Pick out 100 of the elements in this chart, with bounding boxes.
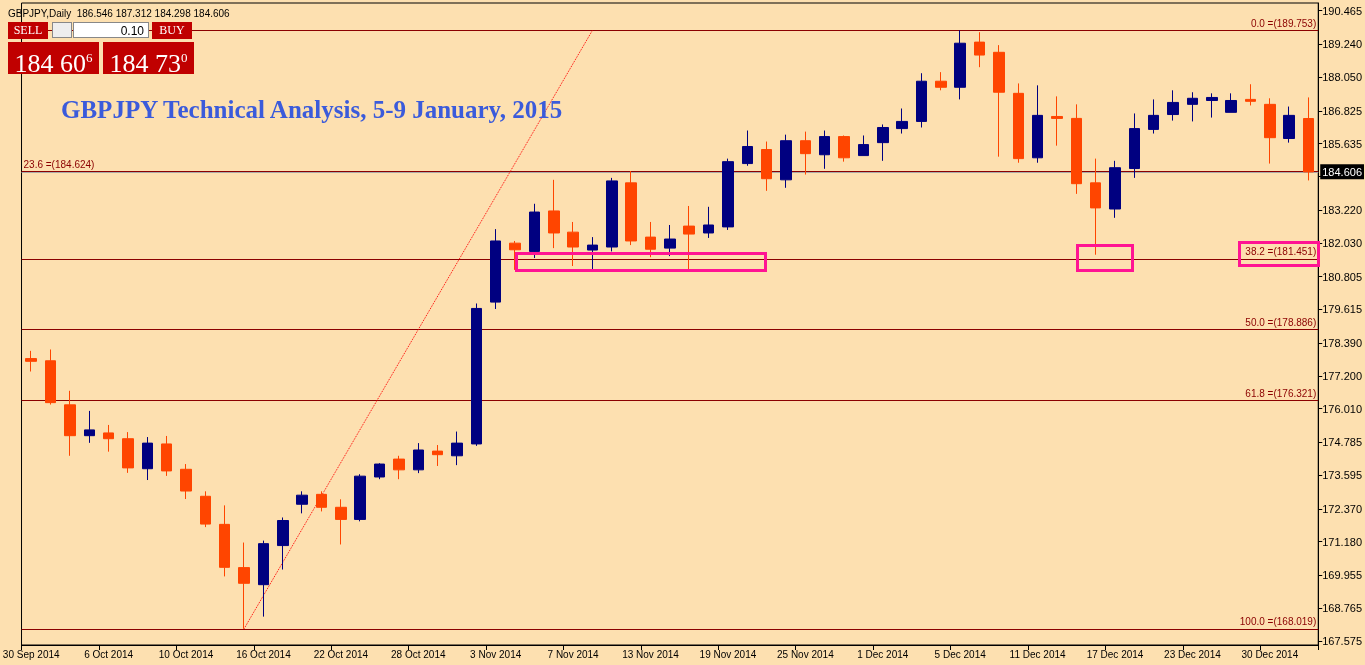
candlestick: [200, 490, 211, 528]
candlestick: [432, 444, 443, 467]
y-tick-label: 167.575: [1322, 635, 1362, 648]
x-tick-label: 6 Oct 2014: [84, 648, 134, 660]
y-tick-label: 169.955: [1322, 569, 1362, 582]
candlestick: [877, 123, 889, 162]
y-tick-label: 171.180: [1322, 535, 1362, 548]
y-tick-label: 173.595: [1322, 469, 1362, 482]
candlestick: [838, 134, 850, 163]
ref-line-label: 61.8 =(176.321): [1245, 387, 1317, 399]
candlestick: [1032, 84, 1043, 164]
y-tick-label: 178.390: [1322, 337, 1362, 350]
candlestick: [471, 302, 482, 447]
candlestick: [625, 170, 637, 246]
candlestick: [1264, 97, 1276, 165]
candlestick: [1167, 89, 1179, 122]
candlestick: [974, 31, 985, 68]
candlestick: [64, 390, 76, 457]
ref-line-label: 0.0 =(189.753): [1250, 17, 1317, 29]
candlestick: [1090, 158, 1101, 256]
x-tick-label: 11 Dec 2014: [1009, 648, 1067, 660]
candlestick: [1148, 98, 1159, 135]
candlestick: [103, 424, 114, 453]
y-tick-label: 177.200: [1322, 369, 1362, 382]
candlestick: [606, 177, 618, 252]
x-tick-label: 23 Dec 2014: [1164, 648, 1222, 660]
x-tick-label: 1 Dec 2014: [857, 648, 909, 660]
x-tick-label: 30 Dec 2014: [1241, 648, 1299, 660]
candlestick: [1283, 106, 1295, 144]
y-tick-label: 189.240: [1322, 38, 1362, 51]
candlestick: [219, 504, 230, 577]
y-tick-label: 174.785: [1322, 436, 1362, 449]
candlestick: [316, 490, 327, 512]
candlestick: [509, 240, 521, 271]
x-tick-label: 19 Nov 2014: [699, 648, 757, 660]
candlestick: [1071, 103, 1082, 195]
y-tick-label: 185.635: [1322, 137, 1362, 150]
candlestick: [142, 436, 153, 481]
y-tick-label: 176.010: [1322, 402, 1362, 415]
candlestick: [896, 107, 908, 135]
y-tick-label: 172.370: [1322, 502, 1362, 515]
ref-line-label: 100.0 =(168.019): [1239, 616, 1317, 628]
candlestick: [645, 221, 656, 258]
x-tick-label: 13 Nov 2014: [622, 648, 680, 660]
candlestick: [354, 473, 366, 522]
candlestick: [954, 29, 966, 100]
candlestick: [296, 490, 308, 514]
candlestick: [180, 463, 192, 500]
candlestick: [1187, 91, 1198, 122]
candlestick: [800, 131, 811, 176]
x-tick-label: 28 Oct 2014: [391, 648, 446, 660]
candlestick: [567, 221, 579, 267]
candlestick: [1109, 160, 1121, 219]
y-tick-label: 188.050: [1322, 71, 1362, 84]
candlestick: [1245, 83, 1256, 106]
candlestick: [761, 141, 772, 192]
candlestick: [1051, 95, 1063, 147]
x-tick-label: 22 Oct 2014: [313, 648, 369, 660]
x-tick-label: 7 Nov 2014: [547, 648, 600, 660]
x-tick-label: 30 Sep 2014: [2, 648, 61, 660]
candlestick: [451, 431, 463, 466]
x-tick-label: 5 Dec 2014: [934, 648, 987, 660]
x-tick-label: 25 Nov 2014: [777, 648, 835, 660]
candlestick: [703, 206, 714, 239]
candlestick: [374, 462, 385, 480]
candlestick: [1206, 92, 1218, 119]
candlestick: [490, 228, 501, 310]
ref-line-label: 50.0 =(178.886): [1245, 316, 1317, 328]
candlestick: [277, 516, 289, 571]
candlestick: [742, 130, 753, 167]
candlestick: [722, 158, 734, 231]
x-tick-label: 3 Nov 2014: [470, 648, 522, 660]
candlestick: [413, 442, 424, 474]
candlestick: [780, 134, 792, 189]
candlestick: [993, 44, 1005, 158]
candlestick: [548, 179, 560, 249]
candlestick: [161, 435, 172, 477]
x-tick-label: 10 Oct 2014: [158, 648, 214, 660]
candlestick: [1303, 96, 1314, 181]
x-tick-label: 16 Oct 2014: [236, 648, 292, 660]
candlestick: [858, 134, 869, 157]
y-tick-label: 190.465: [1322, 4, 1362, 17]
annotation: 184 73$^{0}$: [108, 47, 189, 78]
x-tick-label: 17 Dec 2014: [1086, 648, 1144, 660]
candlestick: [664, 224, 676, 257]
candlestick: [84, 410, 95, 444]
annotation: BUY: [152, 22, 192, 39]
candlestick: [258, 540, 269, 618]
annotation: 184 60$^{6}$: [13, 47, 94, 78]
y-tick-label: 180.805: [1322, 270, 1362, 283]
candlestick: [1013, 82, 1024, 164]
candlestick: [1129, 112, 1140, 179]
candlestick: [819, 130, 830, 170]
y-tick-label: 179.615: [1322, 303, 1362, 316]
ref-line-label: 184.606: [1322, 165, 1362, 178]
y-tick-label: 183.220: [1322, 204, 1362, 217]
candlestick: [1225, 92, 1237, 113]
ref-line-label: 38.2 =(181.451): [1245, 246, 1317, 258]
candlestick: [683, 205, 695, 271]
candlestick: [916, 72, 927, 128]
